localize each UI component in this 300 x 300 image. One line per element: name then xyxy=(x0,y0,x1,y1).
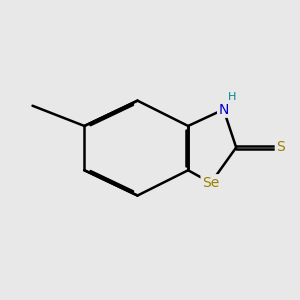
Text: H: H xyxy=(228,92,236,103)
Text: Se: Se xyxy=(202,176,220,190)
Text: N: N xyxy=(218,103,229,116)
Text: S: S xyxy=(276,140,285,154)
